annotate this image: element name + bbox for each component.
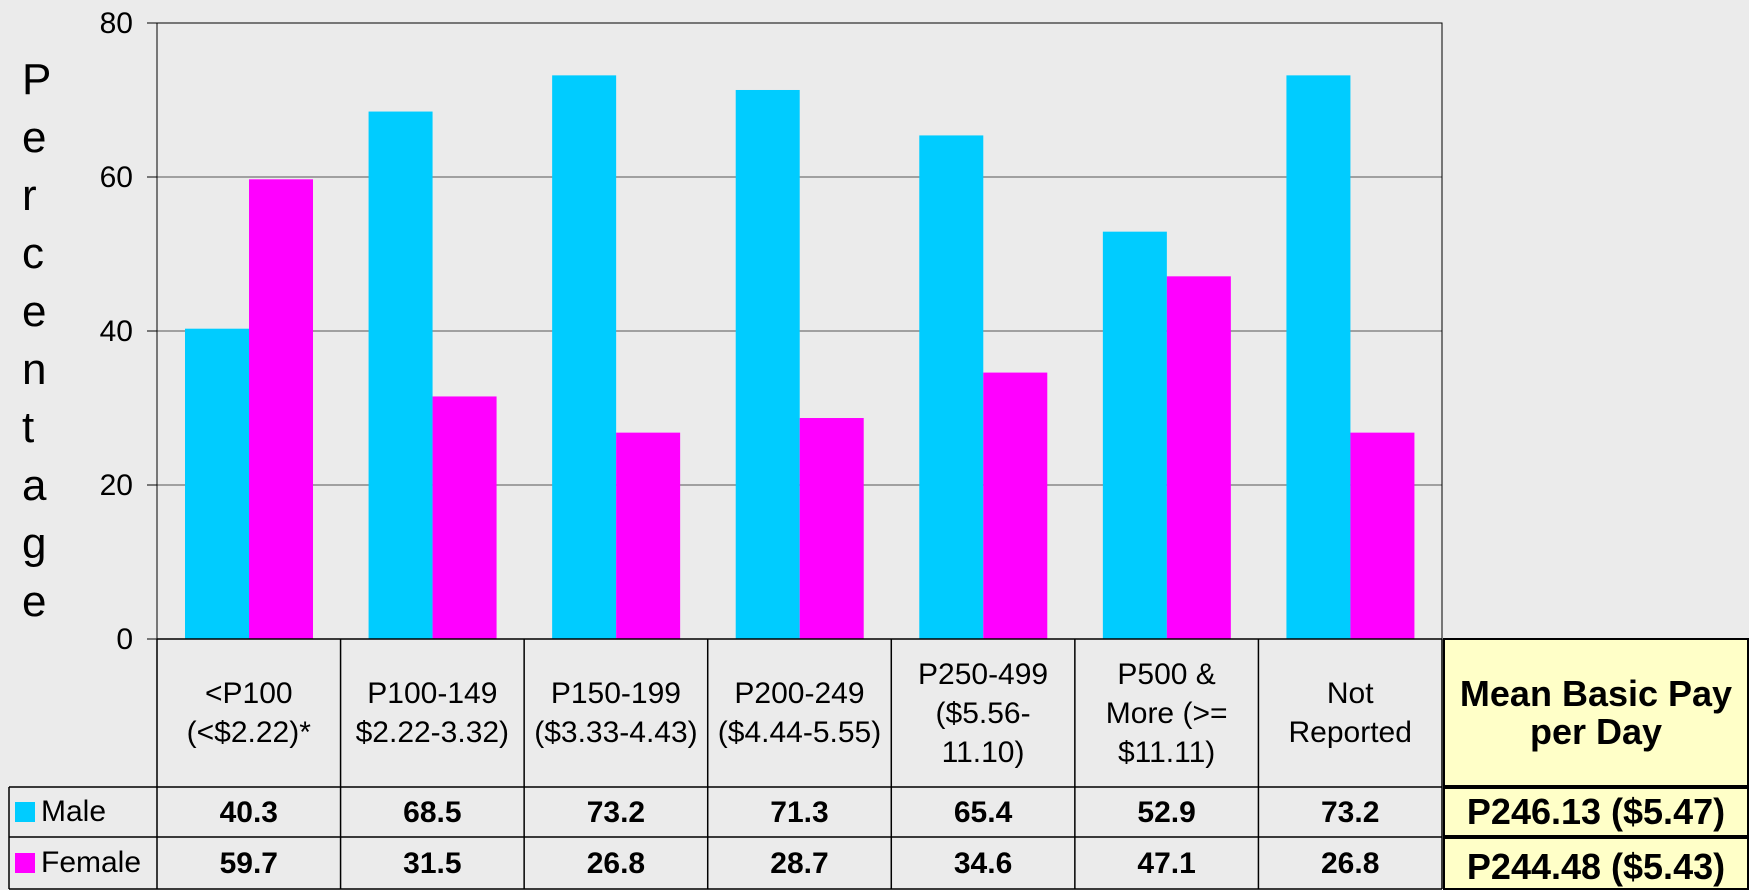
bar-male — [185, 328, 249, 639]
mean-pay-male-text: P246.13 ($5.47) — [1466, 791, 1726, 833]
category-label: P150-199 ($3.33-4.43) — [534, 677, 698, 749]
y-axis-label-letter: P — [22, 55, 52, 104]
y-tick-label: 0 — [116, 623, 133, 656]
mean-pay-header: Mean Basic Pay per Day — [1443, 638, 1749, 787]
value-cell-male: 65.4 — [953, 795, 1013, 829]
category-label: P100-149 $2.22-3.32) — [355, 677, 510, 749]
value-cell-female: 26.8 — [586, 846, 646, 880]
value-cell-male: 71.3 — [770, 795, 829, 829]
value-cell-female: 28.7 — [770, 846, 829, 880]
value-cell-female: 26.8 — [1321, 846, 1380, 880]
mean-pay-female: P244.48 ($5.43) — [1443, 837, 1749, 890]
mean-pay-male: P246.13 ($5.47) — [1443, 787, 1749, 837]
y-axis-label-letter: a — [22, 461, 47, 510]
value-cell-male: 73.2 — [586, 795, 646, 829]
mean-pay-header-text: Mean Basic Pay per Day — [1459, 672, 1733, 752]
y-tick-label: 40 — [100, 315, 133, 348]
bar-female — [983, 372, 1048, 639]
bar-female — [249, 179, 313, 639]
y-axis-label-letter: e — [22, 113, 47, 162]
value-cell-male: 73.2 — [1321, 795, 1380, 829]
legend-label: Male — [41, 795, 107, 828]
y-axis-label-letter: t — [22, 403, 35, 452]
category-label: P500 & More (>= $11.11) — [1105, 657, 1228, 769]
y-axis-label-letter: n — [22, 345, 47, 394]
bar-male — [368, 111, 433, 640]
y-axis-label-letter: g — [22, 519, 47, 568]
y-axis-label-letter: r — [22, 171, 37, 220]
bar-female — [432, 396, 497, 639]
mean-pay-female-text: P244.48 ($5.43) — [1466, 845, 1726, 887]
y-axis-label-letter: e — [22, 287, 47, 336]
bar-male — [919, 135, 984, 640]
category-label: P250-499 ($5.56- 11.10) — [918, 657, 1049, 769]
y-tick-label: 80 — [100, 7, 133, 40]
bar-female — [799, 418, 864, 639]
y-tick-label: 20 — [100, 469, 133, 502]
value-cell-male: 68.5 — [403, 795, 462, 829]
bar-male — [1102, 231, 1167, 640]
bar-female — [1350, 432, 1415, 639]
value-cell-female: 47.1 — [1137, 846, 1196, 880]
legend-swatch — [15, 802, 35, 822]
value-cell-female: 34.6 — [953, 846, 1013, 880]
legend-label: Female — [41, 846, 142, 879]
y-axis-label-letter: c — [22, 229, 44, 278]
category-label: <P100 (<$2.22)* — [186, 677, 311, 749]
bar-female — [1166, 276, 1231, 639]
y-axis-label-letter: e — [22, 577, 47, 626]
category-label: Not Reported — [1288, 677, 1412, 749]
value-cell-male: 40.3 — [219, 795, 278, 829]
bar-male — [1286, 75, 1351, 640]
value-cell-female: 59.7 — [219, 846, 278, 880]
legend-swatch — [15, 853, 35, 873]
value-cell-male: 52.9 — [1137, 795, 1196, 829]
legend-female: Female — [9, 837, 157, 889]
bar-male — [552, 75, 617, 640]
bar-female — [616, 432, 681, 639]
bar-male — [735, 89, 800, 640]
value-cell-female: 31.5 — [403, 846, 462, 880]
legend-male: Male — [9, 787, 157, 837]
y-tick-label: 60 — [100, 161, 133, 194]
category-label: P200-249 ($4.44-5.55) — [717, 677, 882, 749]
